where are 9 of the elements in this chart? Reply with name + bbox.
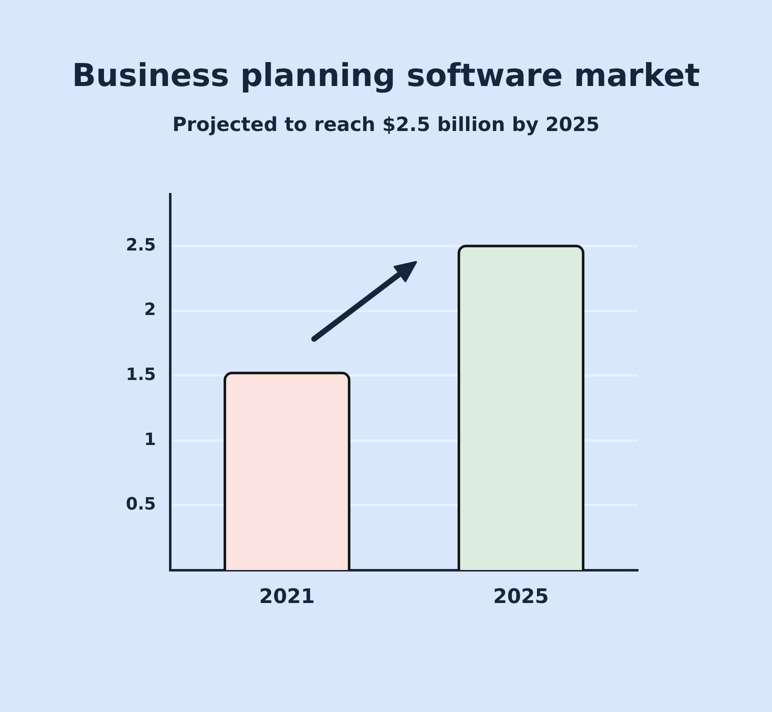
y-tick-label: 1 (144, 430, 156, 450)
chart-title: Business planning software market (71, 57, 701, 96)
x-tick-label: 2025 (493, 584, 549, 608)
y-tick-label: 0.5 (126, 494, 156, 515)
chart-subtitle: Projected to reach $2.5 billion by 2025 (171, 112, 601, 138)
x-tick-label: 2021 (259, 584, 315, 608)
y-tick-label: 2 (144, 300, 156, 320)
y-tick-label: 2.5 (126, 235, 156, 256)
y-tick-label: 1.5 (126, 365, 156, 386)
